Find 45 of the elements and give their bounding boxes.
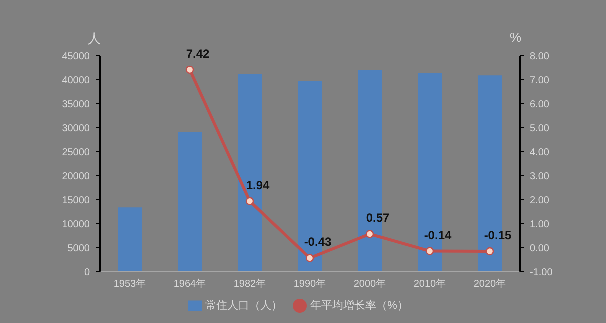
y2-tick-label: -1.00 [530,267,554,278]
point [306,254,314,262]
y-tick-label: 40000 [62,76,90,87]
data-label: -0.15 [484,228,512,243]
bar [178,132,202,272]
data-label: 0.57 [366,211,390,226]
y2-tick-label: 1.00 [530,219,550,230]
y2-tick-label: 7.00 [530,76,550,87]
x-tick-label: 1964年 [174,278,206,290]
y2-tick-label: 3.00 [530,172,550,182]
y-tick-label: 30000 [62,124,90,135]
y2-tick-label: 4.00 [530,148,550,159]
y2-tick-label: 5.00 [530,124,550,135]
x-tick-label: 1990年 [294,278,326,290]
x-tick-label: 1982年 [234,278,266,290]
point [366,230,374,238]
legend-label: 常住人口（人） [206,300,283,312]
x-tick-label: 2020年 [474,278,506,290]
y-axis-title: 人 [88,30,101,48]
x-tick-label: 2010年 [414,278,446,290]
y-tick-label: 35000 [62,100,90,111]
y2-tick-label: 2.00 [530,195,550,206]
bar [118,208,142,272]
data-label: -0.14 [424,228,452,242]
y-tick-label: 25000 [62,148,90,159]
y-tick-label: 0 [84,267,90,278]
data-label: 7.42 [186,46,210,61]
point [186,66,194,74]
y2-tick-label: 8.00 [530,52,550,63]
x-tick-label: 2000年 [354,278,386,290]
y-tick-label: 20000 [62,172,90,182]
y-tick-label: 45000 [62,52,90,63]
data-label: -0.43 [304,235,332,250]
y-tick-label: 5000 [68,243,90,254]
point [426,247,434,256]
y2-tick-label: 6.00 [530,100,550,111]
point [486,247,494,256]
y2-tick-label: 0.00 [530,243,550,254]
point [246,197,254,206]
x-tick-label: 1953年 [114,278,146,290]
legend-label: 年平均增长率（%） [310,300,408,312]
y-tick-label: 15000 [62,195,90,206]
y-tick-label: 10000 [62,219,90,230]
y2-axis-title: % [510,30,522,45]
data-label: 1.94 [246,178,270,192]
